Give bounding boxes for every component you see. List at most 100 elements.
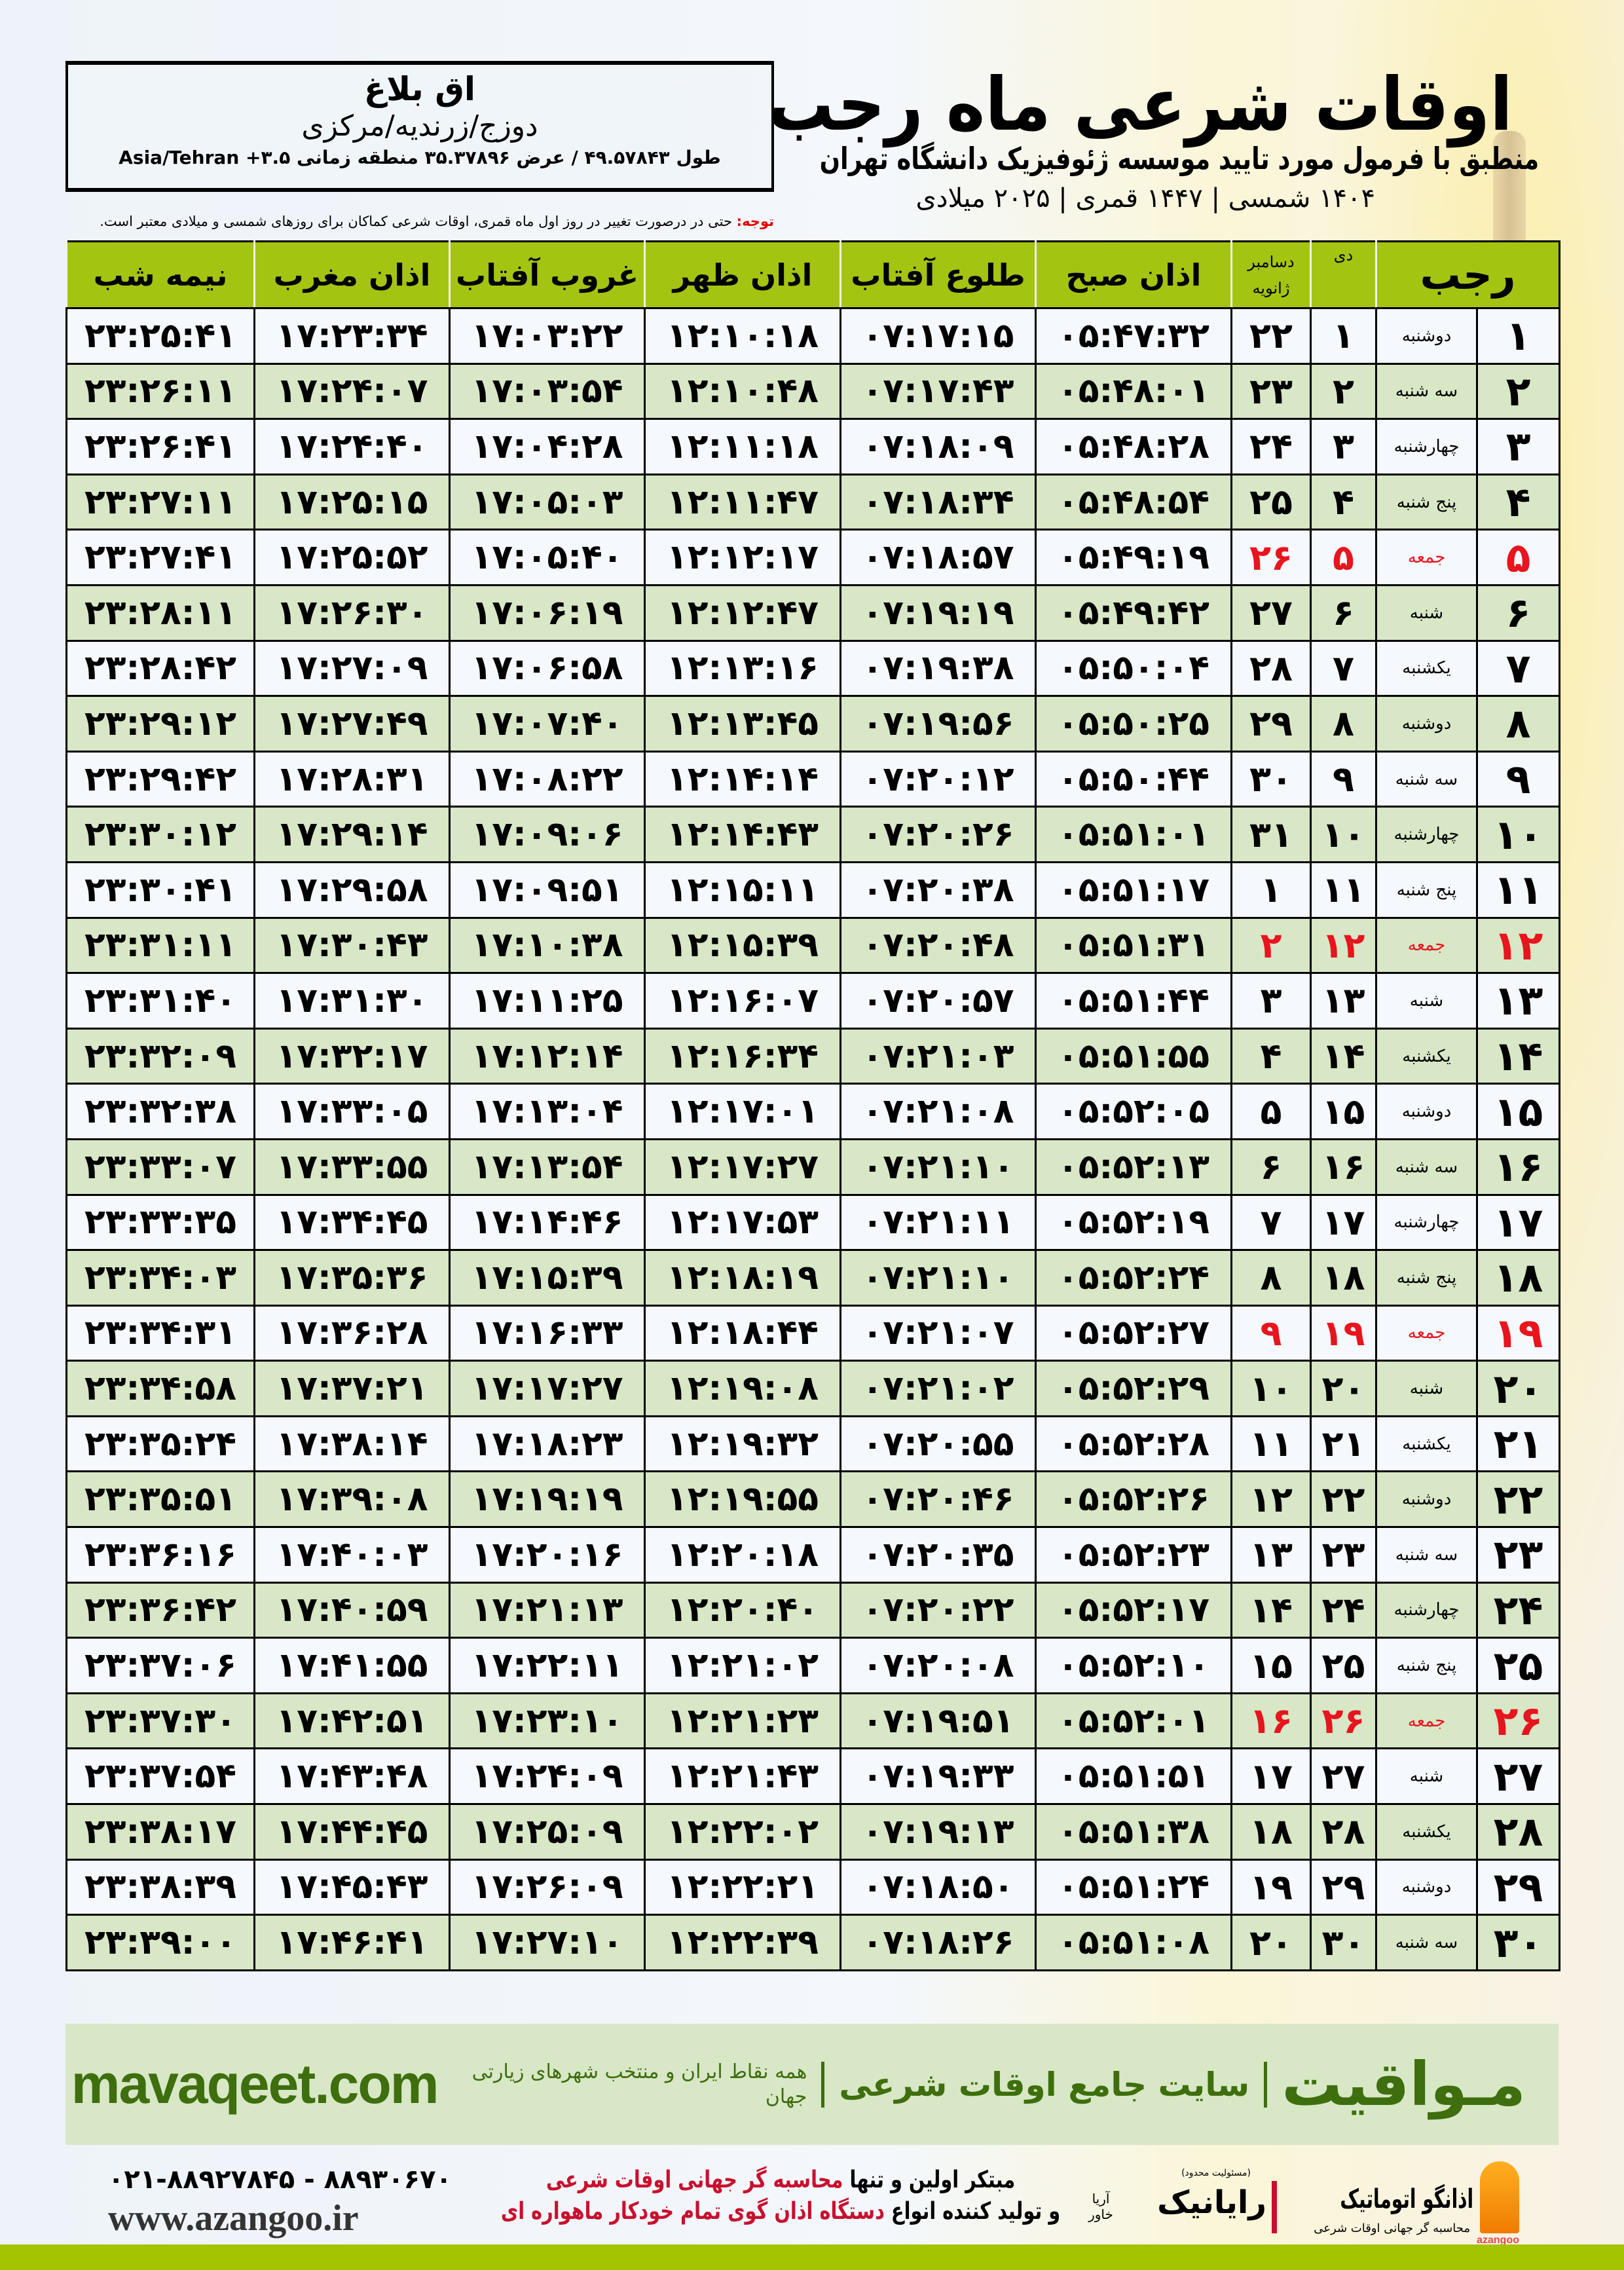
cell-midnight: ۲۳:۳۴:۳۱ <box>65 1304 255 1362</box>
cell-sunset: ۱۷:۰۳:۲۲ <box>449 307 646 365</box>
cell-dey: ۲۱ <box>1310 1415 1377 1473</box>
cell-midnight: ۲۳:۲۸:۴۲ <box>65 639 255 698</box>
cell-midnight: ۲۳:۳۸:۳۹ <box>65 1858 255 1916</box>
cell-maghrib: ۱۷:۳۰:۴۳ <box>253 916 451 975</box>
cell-dey: ۲۶ <box>1310 1692 1377 1750</box>
cell-dey: ۴ <box>1310 473 1377 531</box>
red-bar <box>1272 2181 1277 2233</box>
cell-sunrise: ۰۷:۲۰:۴۶ <box>840 1470 1037 1529</box>
cell-wd: یکشنبه <box>1375 639 1479 698</box>
cell-midnight: ۲۳:۲۷:۱۱ <box>65 473 255 531</box>
cell-sunrise: ۰۷:۱۹:۱۹ <box>840 584 1037 642</box>
cell-dey: ۲۵ <box>1310 1637 1377 1694</box>
cell-wd: دوشنبه <box>1375 1858 1479 1916</box>
rayanik-name: رایانیک <box>1157 2184 1266 2221</box>
cell-fajr: ۰۵:۵۲:۲۶ <box>1035 1470 1232 1529</box>
table-row: ۱۹ جمعه ۱۹ ۹ ۰۵:۵۲:۲۷ ۰۷:۲۱:۰۷ ۱۲:۱۸:۴۴ ۱۷:۱۶:۳… <box>65 1304 1561 1362</box>
cell-sunrise: ۰۷:۲۰:۵۷ <box>840 972 1037 1030</box>
cell-dey: ۵ <box>1310 529 1377 586</box>
table-row: ۲۱ یکشنبه ۲۱ ۱۱ ۰۵:۵۲:۲۸ ۰۷:۲۰:۵۵ ۱۲:۱۹:۳۲ ۱۷:۱… <box>65 1415 1561 1473</box>
cell-sunset: ۱۷:۱۷:۲۷ <box>449 1360 646 1417</box>
table-row: ۸ دوشنبه ۸ ۲۹ ۰۵:۵۰:۲۵ ۰۷:۱۹:۵۶ ۱۲:۱۳:۴۵ ۱۷:۰۷:… <box>65 695 1561 753</box>
notice-label: توجه: <box>736 214 774 229</box>
cell-n: ۲۵ <box>1476 1637 1561 1694</box>
cell-n: ۱۶ <box>1476 1138 1561 1196</box>
cell-dhuhr: ۱۲:۱۹:۳۲ <box>644 1415 841 1473</box>
cell-sunset: ۱۷:۱۱:۲۵ <box>449 972 646 1030</box>
cell-sunset: ۱۷:۱۵:۳۹ <box>449 1249 646 1307</box>
cell-sunrise: ۰۷:۲۰:۲۲ <box>840 1581 1037 1639</box>
phone-numbers: ۰۲۱-۸۸۹۲۷۸۴۵ - ۸۸۹۳۰۶۷۰ <box>108 2165 452 2195</box>
slogan: مبتکر اولین و تنها محاسبه گر جهانی اوقات… <box>498 2165 1063 2227</box>
rayanik-logo: (مسئولیت محدود) رایانیک آریا خاور <box>1080 2168 1277 2240</box>
header-fajr: اذان صبح <box>1035 240 1232 309</box>
prayer-times-table: رجب دی دسامبر ژانویه اذان صبح طلوع آفتاب … <box>65 240 1561 1971</box>
slogan-1b: محاسبه گر جهانی اوقات شرعی <box>545 2167 843 2193</box>
cell-dec: ۸ <box>1230 1249 1312 1307</box>
cell-sunset: ۱۷:۲۶:۰۹ <box>449 1858 646 1916</box>
table-row: ۱۱ پنج شنبه ۱۱ ۱ ۰۵:۵۱:۱۷ ۰۷:۲۰:۳۸ ۱۲:۱۵:۱۱ ۱۷:… <box>65 861 1561 919</box>
cell-fajr: ۰۵:۴۸:۵۴ <box>1035 473 1232 531</box>
cell-fajr: ۰۵:۵۱:۵۵ <box>1035 1027 1232 1085</box>
cell-midnight: ۲۳:۳۸:۱۷ <box>65 1803 255 1861</box>
cell-midnight: ۲۳:۳۶:۱۶ <box>65 1526 255 1584</box>
cell-dhuhr: ۱۲:۱۰:۱۸ <box>644 307 841 365</box>
cell-dec: ۱۰ <box>1230 1360 1312 1417</box>
cell-maghrib: ۱۷:۴۲:۵۱ <box>253 1692 451 1750</box>
cell-dhuhr: ۱۲:۲۱:۲۳ <box>644 1692 841 1750</box>
cell-midnight: ۲۳:۳۵:۵۱ <box>65 1470 255 1529</box>
cell-sunset: ۱۷:۲۷:۱۰ <box>449 1914 646 1971</box>
cell-maghrib: ۱۷:۲۴:۰۷ <box>253 362 451 420</box>
cell-dhuhr: ۱۲:۱۱:۴۷ <box>644 473 841 531</box>
cell-maghrib: ۱۷:۲۶:۳۰ <box>253 584 451 642</box>
cell-midnight: ۲۳:۳۰:۱۲ <box>65 806 255 863</box>
cell-dey: ۲۸ <box>1310 1803 1377 1861</box>
cell-wd: شنبه <box>1375 1747 1479 1806</box>
cell-sunset: ۱۷:۰۹:۵۱ <box>449 861 646 919</box>
rayanik-sub: آریا خاور <box>1088 2191 1113 2222</box>
cell-maghrib: ۱۷:۲۹:۱۴ <box>253 806 451 863</box>
cell-n: ۲۸ <box>1476 1803 1561 1861</box>
cell-dec: ۹ <box>1230 1304 1312 1362</box>
cell-sunrise: ۰۷:۱۹:۵۶ <box>840 695 1037 753</box>
table-body: ۱ دوشنبه ۱ ۲۲ ۰۵:۴۷:۳۲ ۰۷:۱۷:۱۵ ۱۲:۱۰:۱۸ ۱۷:۰۳:… <box>65 307 1561 1971</box>
page-title: اوقات شرعی ماه رجب <box>767 62 1513 147</box>
bottom-bar <box>0 2244 1624 2270</box>
cell-sunset: ۱۷:۰۴:۲۸ <box>449 418 646 475</box>
azangoo-link[interactable]: www.azangoo.ir <box>108 2198 359 2239</box>
table-row: ۲۸ یکشنبه ۲۸ ۱۸ ۰۵:۵۱:۳۸ ۰۷:۱۹:۱۳ ۱۲:۲۲:۰۲ ۱۷:۲… <box>65 1803 1561 1861</box>
table-header-row: رجب دی دسامبر ژانویه اذان صبح طلوع آفتاب … <box>65 240 1561 309</box>
cell-n: ۱۰ <box>1476 806 1561 863</box>
cell-fajr: ۰۵:۴۹:۱۹ <box>1035 529 1232 586</box>
city-name: اق بلاغ <box>363 70 476 108</box>
cell-midnight: ۲۳:۳۴:۵۸ <box>65 1360 255 1417</box>
cell-dey: ۱۲ <box>1310 916 1377 975</box>
cell-dhuhr: ۱۲:۱۸:۱۹ <box>644 1249 841 1307</box>
cell-wd: دوشنبه <box>1375 695 1479 753</box>
region-name: دوزج/زرندیه/مرکزی <box>301 109 538 143</box>
cell-wd: چهارشنبه <box>1375 1581 1479 1639</box>
cell-sunset: ۱۷:۰۹:۰۶ <box>449 806 646 863</box>
cell-sunrise: ۰۷:۲۰:۳۵ <box>840 1526 1037 1584</box>
cell-midnight: ۲۳:۲۶:۱۱ <box>65 362 255 420</box>
cell-dhuhr: ۱۲:۱۳:۴۵ <box>644 695 841 753</box>
cell-dec: ۲۶ <box>1230 529 1312 586</box>
cell-maghrib: ۱۷:۴۰:۵۹ <box>253 1581 451 1639</box>
cell-maghrib: ۱۷:۲۵:۱۵ <box>253 473 451 531</box>
cell-midnight: ۲۳:۲۹:۴۲ <box>65 750 255 808</box>
location-box: اق بلاغ دوزج/زرندیه/مرکزی طول ۴۹.۵۷۸۴۳ /… <box>65 61 774 192</box>
cell-n: ۱۵ <box>1476 1083 1561 1140</box>
cell-dec: ۲ <box>1230 916 1312 975</box>
cell-midnight: ۲۳:۳۶:۴۲ <box>65 1581 255 1639</box>
cell-dhuhr: ۱۲:۱۰:۴۸ <box>644 362 841 420</box>
table-row: ۱۶ سه شنبه ۱۶ ۶ ۰۵:۵۲:۱۳ ۰۷:۲۱:۱۰ ۱۲:۱۷:۲۷ ۱۷:۱… <box>65 1138 1561 1196</box>
cell-sunrise: ۰۷:۱۹:۵۱ <box>840 1692 1037 1750</box>
table-row: ۴ پنج شنبه ۴ ۲۵ ۰۵:۴۸:۵۴ ۰۷:۱۸:۳۴ ۱۲:۱۱:۴۷ ۱۷:۰… <box>65 473 1561 531</box>
cell-sunset: ۱۷:۱۶:۳۳ <box>449 1304 646 1362</box>
cell-wd: دوشنبه <box>1375 1083 1479 1140</box>
cell-dhuhr: ۱۲:۲۲:۲۱ <box>644 1858 841 1916</box>
cell-midnight: ۲۳:۳۷:۵۴ <box>65 1747 255 1806</box>
banner-tagline-secondary: همه نقاط ایران و منتخب شهرهای زیارتی جها… <box>471 2060 807 2108</box>
cell-midnight: ۲۳:۲۶:۴۱ <box>65 418 255 475</box>
mavaqeet-link[interactable]: mavaqeet.com <box>71 2053 439 2115</box>
